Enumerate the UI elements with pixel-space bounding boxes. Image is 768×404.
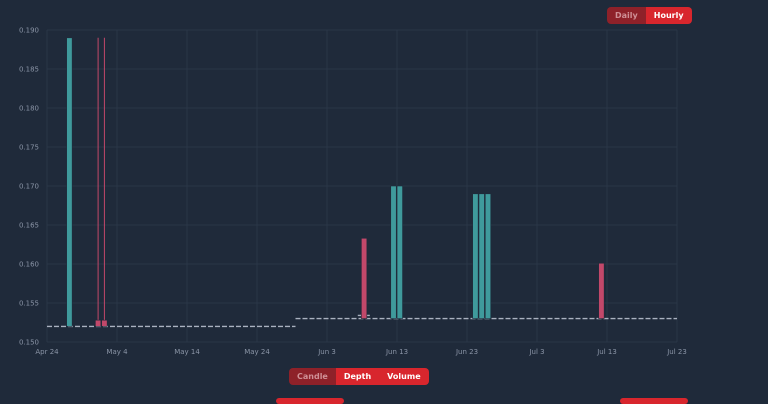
volume-button[interactable]: Volume [379,368,429,385]
y-tick-label: 0.165 [19,222,39,230]
y-tick-label: 0.160 [19,261,39,269]
x-axis: Apr 24 May 4 May 14 May 24 Jun 3 Jun 13 Jun 23… [35,348,686,356]
y-tick-label: 0.155 [19,300,39,308]
x-tick-label: Jul 3 [528,348,544,356]
daily-button[interactable]: Daily [607,7,646,24]
chart-bars [66,37,605,327]
x-tick-label: May 4 [106,348,128,356]
x-tick-label: Jun 23 [455,348,478,356]
y-tick-label: 0.175 [19,144,39,152]
volume-bar [472,193,479,319]
y-tick-label: 0.150 [19,339,39,347]
volume-bar [478,193,485,319]
x-tick-label: Apr 24 [35,348,59,356]
view-toggle: Candle Depth Volume [289,368,429,385]
candle-button[interactable]: Candle [289,368,336,385]
volume-bar [95,319,102,327]
y-tick-label: 0.170 [19,183,39,191]
y-tick-label: 0.190 [19,27,39,35]
chart-grid [46,29,678,343]
x-tick-label: Jun 3 [317,348,336,356]
x-tick-label: Jun 13 [385,348,408,356]
x-tick-label: Jul 23 [666,348,687,356]
y-tick-label: 0.185 [19,66,39,74]
volume-bar [101,319,108,327]
volume-bar [396,185,403,319]
x-tick-label: May 24 [244,348,270,356]
offscreen-button-right[interactable] [620,398,688,404]
x-tick-label: Jul 13 [596,348,617,356]
hourly-button[interactable]: Hourly [645,7,692,24]
volume-bar [598,262,605,319]
period-toggle: Daily Hourly [607,7,692,24]
volume-bar [484,193,492,319]
volume-bar [390,185,397,319]
y-axis: 0.150 0.155 0.160 0.165 0.170 0.175 0.180 0.185… [19,27,39,347]
y-tick-label: 0.180 [19,105,39,113]
offscreen-button-left[interactable] [276,398,344,404]
volume-bar [66,37,73,327]
volume-bar [361,237,368,319]
depth-button[interactable]: Depth [335,368,380,385]
x-tick-label: May 14 [174,348,200,356]
